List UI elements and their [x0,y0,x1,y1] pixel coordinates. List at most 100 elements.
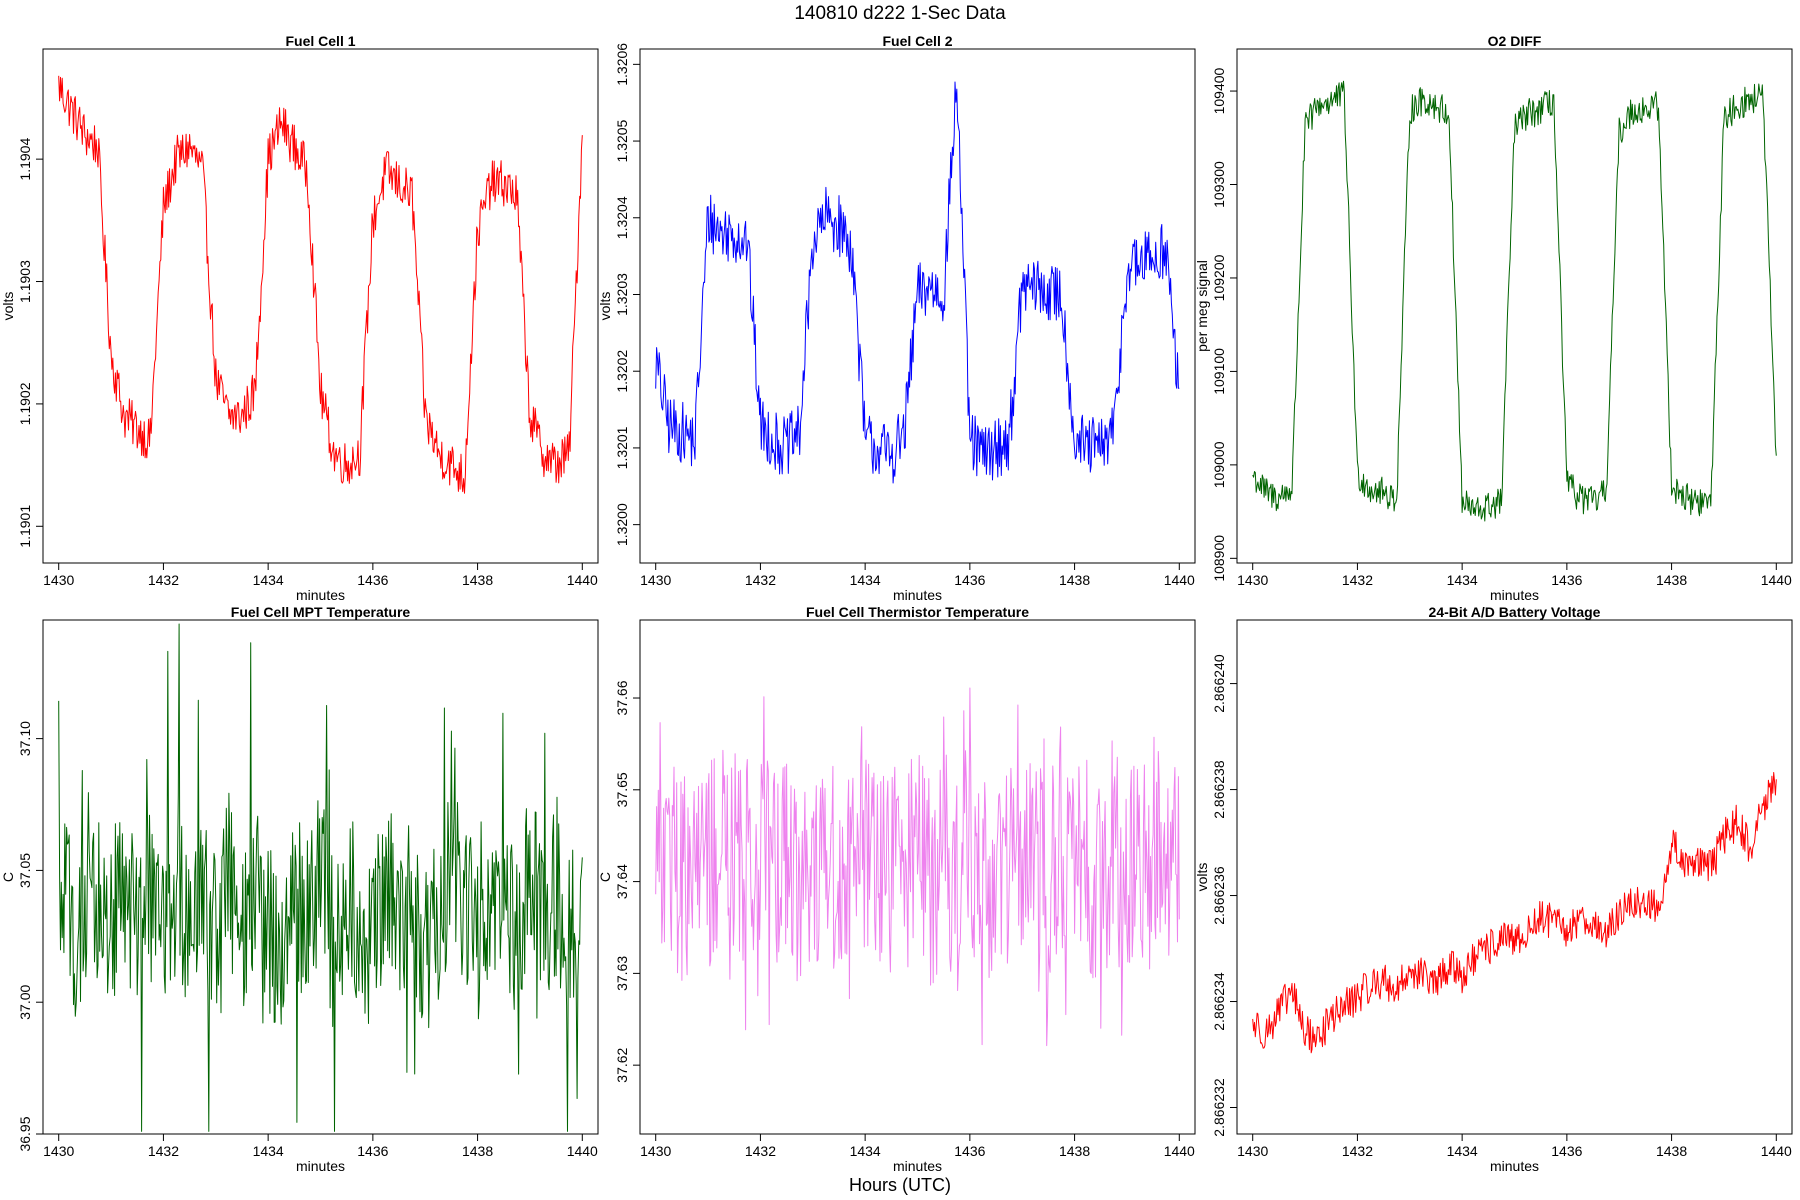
x-tick-label: 1434 [850,572,881,588]
y-tick-label: 37.66 [614,680,630,715]
x-tick-label: 1440 [567,572,598,588]
x-tick-label: 1434 [1447,1143,1478,1159]
panel-fuel-cell-2: Fuel Cell 2 1430 1432 1434 1436 1438 1440 minut… [597,33,1196,603]
x-axis-label: minutes [893,1158,942,1174]
y-tick-label: 1.1904 [17,138,33,181]
y-axis-label: per meg signal [1194,260,1210,352]
panel-fuel-cell-1: Fuel Cell 1 1430 1432 1434 1436 1438 1440 minut… [0,33,599,603]
y-tick-label: 1.3200 [614,503,630,546]
y-tick-label: 37.62 [614,1047,630,1082]
y-tick-label: 109400 [1211,67,1227,114]
x-axis-label: minutes [1490,587,1539,603]
x-tick-label: 1430 [640,1143,671,1159]
panel-fuel-cell-mpt-temperature: Fuel Cell MPT Temperature 1430 1432 1434 143… [0,604,599,1174]
plot-frame [1236,48,1793,564]
x-tick-label: 1434 [253,572,284,588]
y-tick-label: 37.05 [17,853,33,888]
x-tick-label: 1438 [1059,572,1090,588]
panel-title: Fuel Cell 1 [285,33,355,49]
series-line [655,687,1180,1047]
y-axis-label: C [597,872,613,882]
x-tick-label: 1440 [1164,572,1195,588]
x-axis-label: minutes [296,1158,345,1174]
y-tick-label: 1.1903 [17,260,33,303]
y-tick-label: 2.866238 [1211,760,1227,819]
hours-utc-label: Hours (UTC) [849,1175,951,1195]
x-tick-label: 1438 [462,572,493,588]
plot-frame [639,619,1196,1135]
y-tick-label: 1.3202 [614,350,630,393]
y-tick-label: 2.866232 [1211,1078,1227,1137]
x-tick-label: 1438 [1656,1143,1687,1159]
panel-title: Fuel Cell 2 [882,33,952,49]
y-tick-label: 1.1901 [17,505,33,548]
x-tick-label: 1430 [1237,1143,1268,1159]
panel-fuel-cell-thermistor-temperature: Fuel Cell Thermistor Temperature 1430 1432… [597,604,1196,1174]
x-axis-label: minutes [1490,1158,1539,1174]
x-tick-label: 1432 [148,572,179,588]
y-axis-label: volts [0,292,16,321]
x-tick-label: 1436 [954,572,985,588]
series-line [58,75,583,494]
series-line [58,623,583,1132]
y-tick-label: 109000 [1211,441,1227,488]
x-tick-label: 1436 [357,572,388,588]
y-tick-label: 37.00 [17,984,33,1019]
x-tick-label: 1432 [745,572,776,588]
panels: Fuel Cell 1 1430 1432 1434 1436 1438 1440 minut… [0,33,1793,1174]
x-tick-label: 1440 [1761,1143,1792,1159]
y-tick-label: 2.866240 [1211,654,1227,713]
x-tick-label: 1432 [1342,1143,1373,1159]
plot-frame [42,48,599,564]
x-tick-label: 1432 [148,1143,179,1159]
x-tick-label: 1436 [357,1143,388,1159]
x-tick-label: 1430 [43,572,74,588]
y-tick-label: 37.10 [17,721,33,756]
y-tick-label: 37.64 [614,864,630,899]
y-axis-label: volts [1194,863,1210,892]
y-tick-label: 1.3204 [614,196,630,239]
x-axis-label: minutes [893,587,942,603]
y-tick-label: 109100 [1211,348,1227,395]
y-tick-label: 2.866236 [1211,866,1227,925]
y-axis-label: C [0,872,16,882]
y-tick-label: 109300 [1211,161,1227,208]
x-tick-label: 1430 [1237,572,1268,588]
y-tick-label: 37.65 [614,772,630,807]
plot-frame [42,619,599,1135]
panel-title: 24-Bit A/D Battery Voltage [1429,604,1601,620]
series-line [1252,772,1777,1054]
y-tick-label: 109200 [1211,254,1227,301]
y-tick-label: 108900 [1211,535,1227,582]
panel-24-bit-a-d-battery-voltage: 24-Bit A/D Battery Voltage 1430 1432 1434 14… [1194,604,1793,1174]
x-tick-label: 1436 [1551,572,1582,588]
x-tick-label: 1438 [1656,572,1687,588]
series-line [1252,80,1777,522]
y-axis-label: volts [597,292,613,321]
y-tick-label: 1.1902 [17,382,33,425]
x-tick-label: 1434 [850,1143,881,1159]
x-tick-label: 1430 [640,572,671,588]
y-tick-label: 1.3205 [614,119,630,162]
y-tick-label: 37.63 [614,956,630,991]
panel-o2-diff: O2 DIFF 1430 1432 1434 1436 1438 1440 minutes 10… [1194,33,1793,603]
plot-frame [1236,619,1793,1135]
x-tick-label: 1438 [462,1143,493,1159]
y-tick-label: 1.3206 [614,43,630,86]
x-axis-label: minutes [296,587,345,603]
x-tick-label: 1434 [1447,572,1478,588]
x-tick-label: 1436 [954,1143,985,1159]
x-tick-label: 1438 [1059,1143,1090,1159]
x-tick-label: 1430 [43,1143,74,1159]
panel-title: O2 DIFF [1488,33,1542,49]
x-tick-label: 1440 [567,1143,598,1159]
y-tick-label: 1.3203 [614,273,630,316]
y-tick-label: 1.3201 [614,426,630,469]
x-tick-label: 1432 [1342,572,1373,588]
x-tick-label: 1434 [253,1143,284,1159]
y-tick-label: 36.95 [17,1116,33,1151]
x-tick-label: 1432 [745,1143,776,1159]
x-tick-label: 1440 [1761,572,1792,588]
panel-title: Fuel Cell Thermistor Temperature [806,604,1029,620]
